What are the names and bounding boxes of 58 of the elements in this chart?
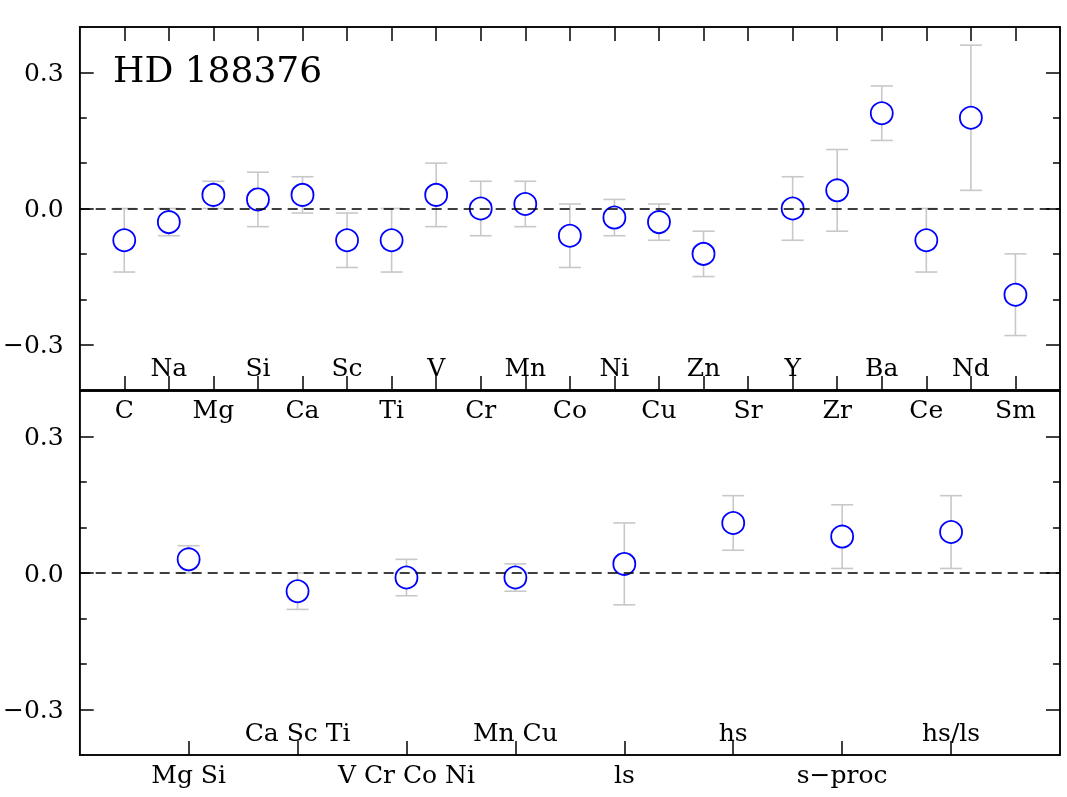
x-tick-label: Zn [686,353,721,382]
point [914,228,939,253]
point [335,228,359,253]
point [394,565,419,590]
x-tick-label: hs [718,718,748,747]
y-tick-label: 0.0 [23,194,64,223]
point [602,205,627,230]
x-tick-label: Mg Si [151,760,226,789]
point [112,228,137,253]
x-tick-label: Ti [379,395,404,424]
x-tick-label: hs/ls [921,718,981,747]
point [959,105,983,130]
x-tick-label: Mn Cu [472,718,558,747]
point [246,187,270,212]
x-tick-label: Sr [733,395,763,424]
x-tick-label: Ni [599,353,630,382]
x-tick-label: Ce [909,395,944,424]
x-tick-label: Co [552,395,587,424]
point [557,223,582,248]
point [939,520,963,544]
x-tick-label: V [426,353,447,382]
x-tick-label: Mn [504,353,547,382]
y-tick-label: 0.0 [23,558,64,588]
x-tick-label: Zr [822,395,852,424]
point [612,552,637,576]
x-tick-label: Mg [192,395,235,424]
x-tick-label: Ca Sc Ti [244,718,351,747]
x-tick-label: s−proc [796,760,888,789]
x-tick-label: Si [245,353,271,382]
point [513,192,538,216]
x-tick-label: Sc [331,353,363,382]
point [691,241,716,266]
x-tick-label: Ca [285,395,320,424]
x-tick-label: Ba [865,353,899,382]
text: HD 188376 [113,48,323,90]
y-tick-label: 0.3 [23,57,64,87]
x-tick-label: Cu [641,395,677,424]
point [869,101,894,126]
point [285,579,310,604]
x-tick-label: V Cr Co Ni [336,760,475,789]
x-tick-label: Y [783,353,802,382]
point [379,228,404,253]
y-tick-label: −0.3 [2,695,64,724]
x-tick-label: Sm [995,395,1037,424]
y-tick-label: −0.3 [2,330,64,360]
x-tick-label: Cr [465,395,497,424]
x-tick-label: Na [150,353,188,382]
x-tick-label: ls [613,760,635,789]
point [721,511,746,535]
point [290,182,315,207]
point [1003,282,1028,307]
point [830,524,855,549]
point [825,178,850,203]
y-tick-label: 0.3 [23,422,64,451]
point [424,182,449,207]
x-tick-label: C [114,395,134,424]
x-tick-label: Nd [951,353,990,382]
point [647,210,671,235]
